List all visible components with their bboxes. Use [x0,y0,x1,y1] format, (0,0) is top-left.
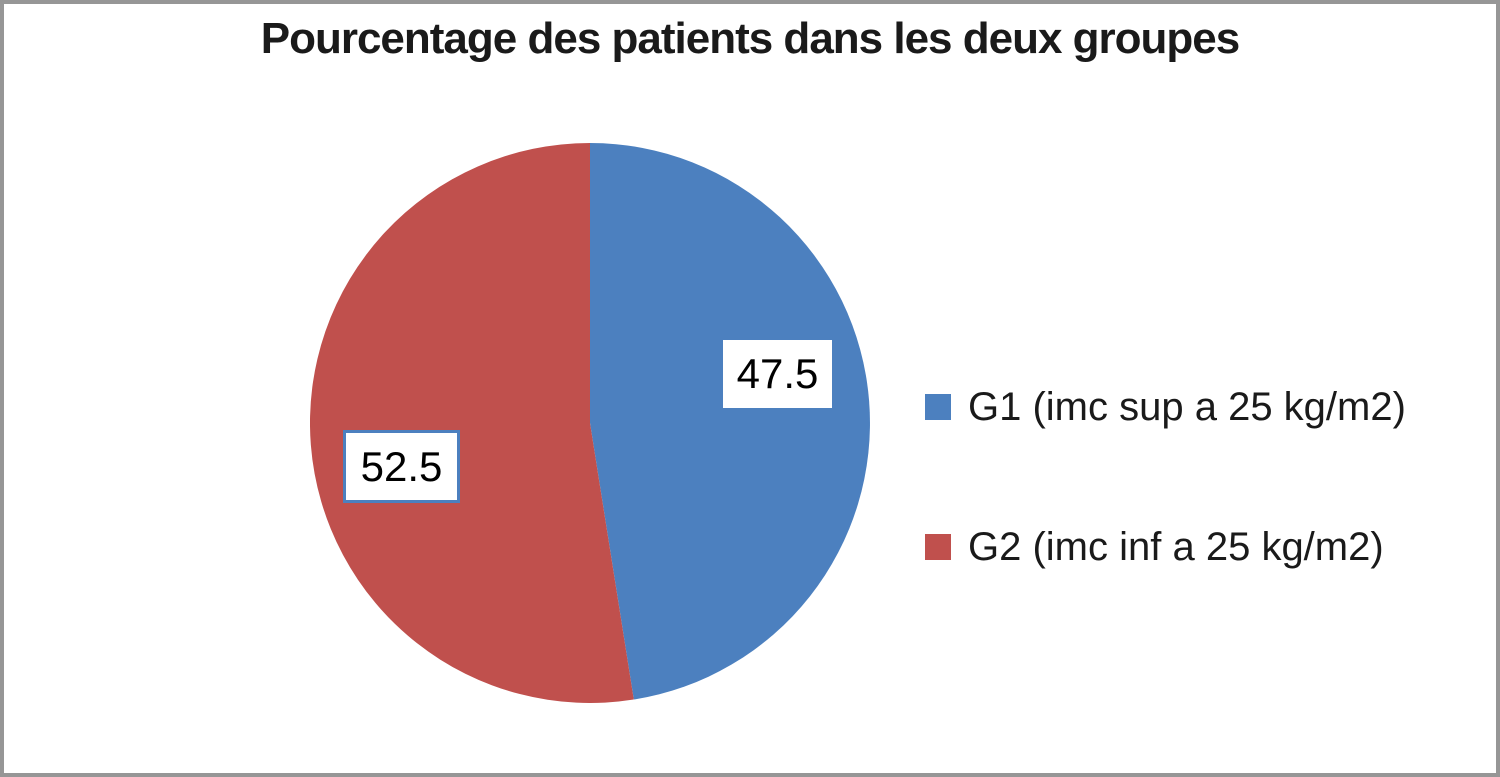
pie-slice-g1[interactable] [590,143,870,700]
legend-swatch-g2-icon [925,534,951,560]
data-label-g2[interactable]: 52.5 [343,430,460,503]
legend-swatch-g1-icon [925,394,951,420]
chart-title: Pourcentage des patients dans les deux g… [260,14,1241,63]
pie-chart [310,143,870,703]
legend-item-g2[interactable]: G2 (imc inf a 25 kg/m2) [925,525,1384,569]
legend-label-g2: G2 (imc inf a 25 kg/m2) [968,525,1384,569]
data-label-g1[interactable]: 47.5 [723,340,832,408]
legend-item-g1[interactable]: G1 (imc sup a 25 kg/m2) [925,385,1406,429]
pie-slice-g2[interactable] [310,143,634,703]
legend-label-g1: G1 (imc sup a 25 kg/m2) [968,385,1406,429]
